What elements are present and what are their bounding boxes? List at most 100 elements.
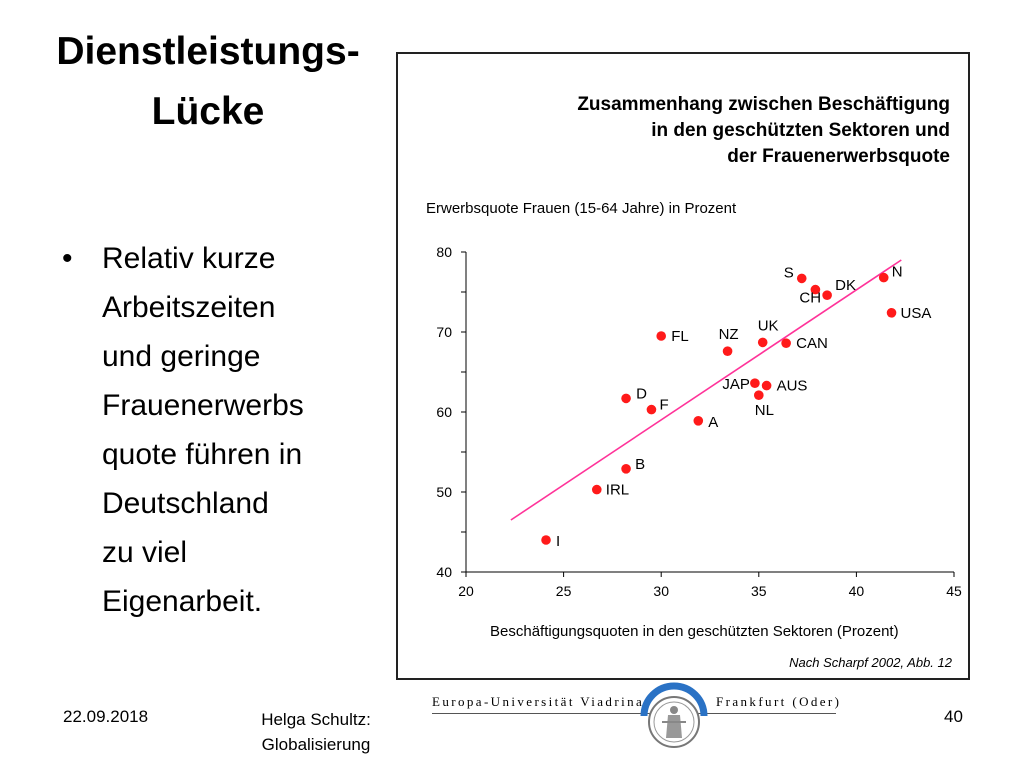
bullet-line-2: Arbeitszeiten [102,291,276,324]
chart-title-line-2: in den geschützten Sektoren und [651,120,950,141]
data-point-marker [796,273,807,284]
data-point-marker [754,390,764,401]
data-point-b: B [621,456,645,474]
chart-title-line-3: der Frauenerwerbsquote [727,146,950,167]
bullet-line-7: zu viel [102,536,188,569]
data-point-marker [656,331,666,341]
data-point-i: I [541,533,560,550]
data-point-marker [693,416,704,426]
source-note: Nach Scharpf 2002, Abb. 12 [789,655,953,670]
trend-line-layer [510,259,902,521]
data-point-marker [822,290,832,300]
data-point-label: AUS [777,378,808,395]
data-point-f: F [646,397,669,415]
data-point-marker [886,308,897,318]
y-tick-label: 60 [436,404,452,420]
title-line-2: Lücke [151,90,265,134]
bullet-marker: • [62,242,73,275]
chart-title-line-1: Zusammenhang zwischen Beschäftigung [577,94,950,115]
x-tick-label: 20 [458,583,474,599]
data-point-label: B [635,456,645,473]
y-axis-label: Erwerbsquote Frauen (15-64 Jahre) in Pro… [426,200,737,217]
data-point-fl: FL [656,328,689,345]
slide-title: Dienstleistungs- Lücke [28,22,388,143]
data-point-label: CAN [796,335,828,352]
y-tick-label: 70 [436,324,452,340]
data-point-label: A [708,414,718,431]
x-tick-label: 30 [653,583,669,599]
data-point-label: UK [758,317,779,334]
data-point-s: S [784,264,807,284]
page-number: 40 [944,707,963,726]
data-point-label: NZ [719,326,739,343]
data-point-aus: AUS [761,378,808,395]
data-point-label: S [784,264,794,281]
university-name: Europa-Universität Viadrina [432,694,645,709]
data-point-can: CAN [781,335,828,352]
data-point-jap: JAP [722,376,760,393]
data-point-marker [621,464,631,474]
x-tick-label: 25 [556,583,572,599]
logo-divider [432,713,836,714]
data-point-marker [722,346,733,357]
data-point-marker [541,535,551,545]
trend-line [510,259,902,521]
data-point-nl: NL [754,390,774,419]
data-point-ch: CH [799,284,821,307]
data-point-marker [621,393,631,404]
bullet-line-4: Frauenerwerbs [102,389,304,422]
x-tick-label: 45 [946,583,962,599]
y-tick-label: 80 [436,244,452,260]
data-point-marker [757,337,768,348]
data-point-uk: UK [757,317,779,348]
footer-author-line-1: Helga Schultz: [261,710,371,729]
data-point-label: JAP [722,376,750,393]
data-point-marker [591,484,602,495]
data-point-marker [878,272,889,283]
data-point-marker [781,338,791,349]
x-tick-label: 35 [751,583,767,599]
data-point-label: I [556,533,560,550]
axes: 40 50 60 70 80 20 25 30 35 40 45 [436,244,962,599]
data-point-label: FL [671,328,689,345]
x-axis-label: Beschäftigungsquoten in den geschützten … [490,623,899,640]
bullet-line-3: und geringe [102,340,261,373]
university-logo: Europa-Universität Viadrina Frankfurt (O… [432,680,842,754]
data-point-d: D [621,385,647,404]
scatter-chart: Zusammenhang zwischen Beschäftigung in d… [426,94,962,670]
bullet-line-1: Relativ kurze [102,242,276,275]
data-point-label: IRL [606,482,629,499]
data-point-dk: DK [822,277,856,300]
bullet-list: • Relativ kurze Arbeitszeiten und gering… [62,234,304,626]
bullet-line-6: Deutschland [102,487,269,520]
bullet-line-8: Eigenarbeit. [102,585,263,618]
footer-date: 22.09.2018 [63,707,149,726]
university-city: Frankfurt (Oder) [716,694,842,709]
data-point-label: DK [835,277,856,294]
title-line-1: Dienstleistungs- [56,30,360,73]
data-point-a: A [693,414,718,431]
bullet-item: • Relativ kurze Arbeitszeiten und gering… [62,234,304,626]
data-point-nz: NZ [719,326,739,357]
data-point-label: USA [901,305,932,322]
chart-title: Zusammenhang zwischen Beschäftigung in d… [577,94,950,167]
x-tick-label: 40 [849,583,865,599]
data-point-label: CH [799,290,821,307]
data-point-marker [810,284,821,295]
y-tick-label: 50 [436,484,452,500]
bullet-line-5: quote führen in [102,438,303,471]
data-point-label: N [892,264,903,281]
data-point-label: D [636,385,647,402]
data-point-n: N [878,264,903,283]
footer-author: Helga Schultz: Globalisierung [236,707,396,757]
footer-author-line-2: Globalisierung [261,735,371,754]
data-point-marker [646,404,657,415]
data-point-irl: IRL [591,482,629,499]
data-point-marker [750,378,760,389]
data-point-label: F [659,397,668,414]
y-tick-label: 40 [436,564,452,580]
data-point-label: NL [755,402,774,419]
data-point-usa: USA [886,305,932,322]
data-point-marker [761,380,772,391]
